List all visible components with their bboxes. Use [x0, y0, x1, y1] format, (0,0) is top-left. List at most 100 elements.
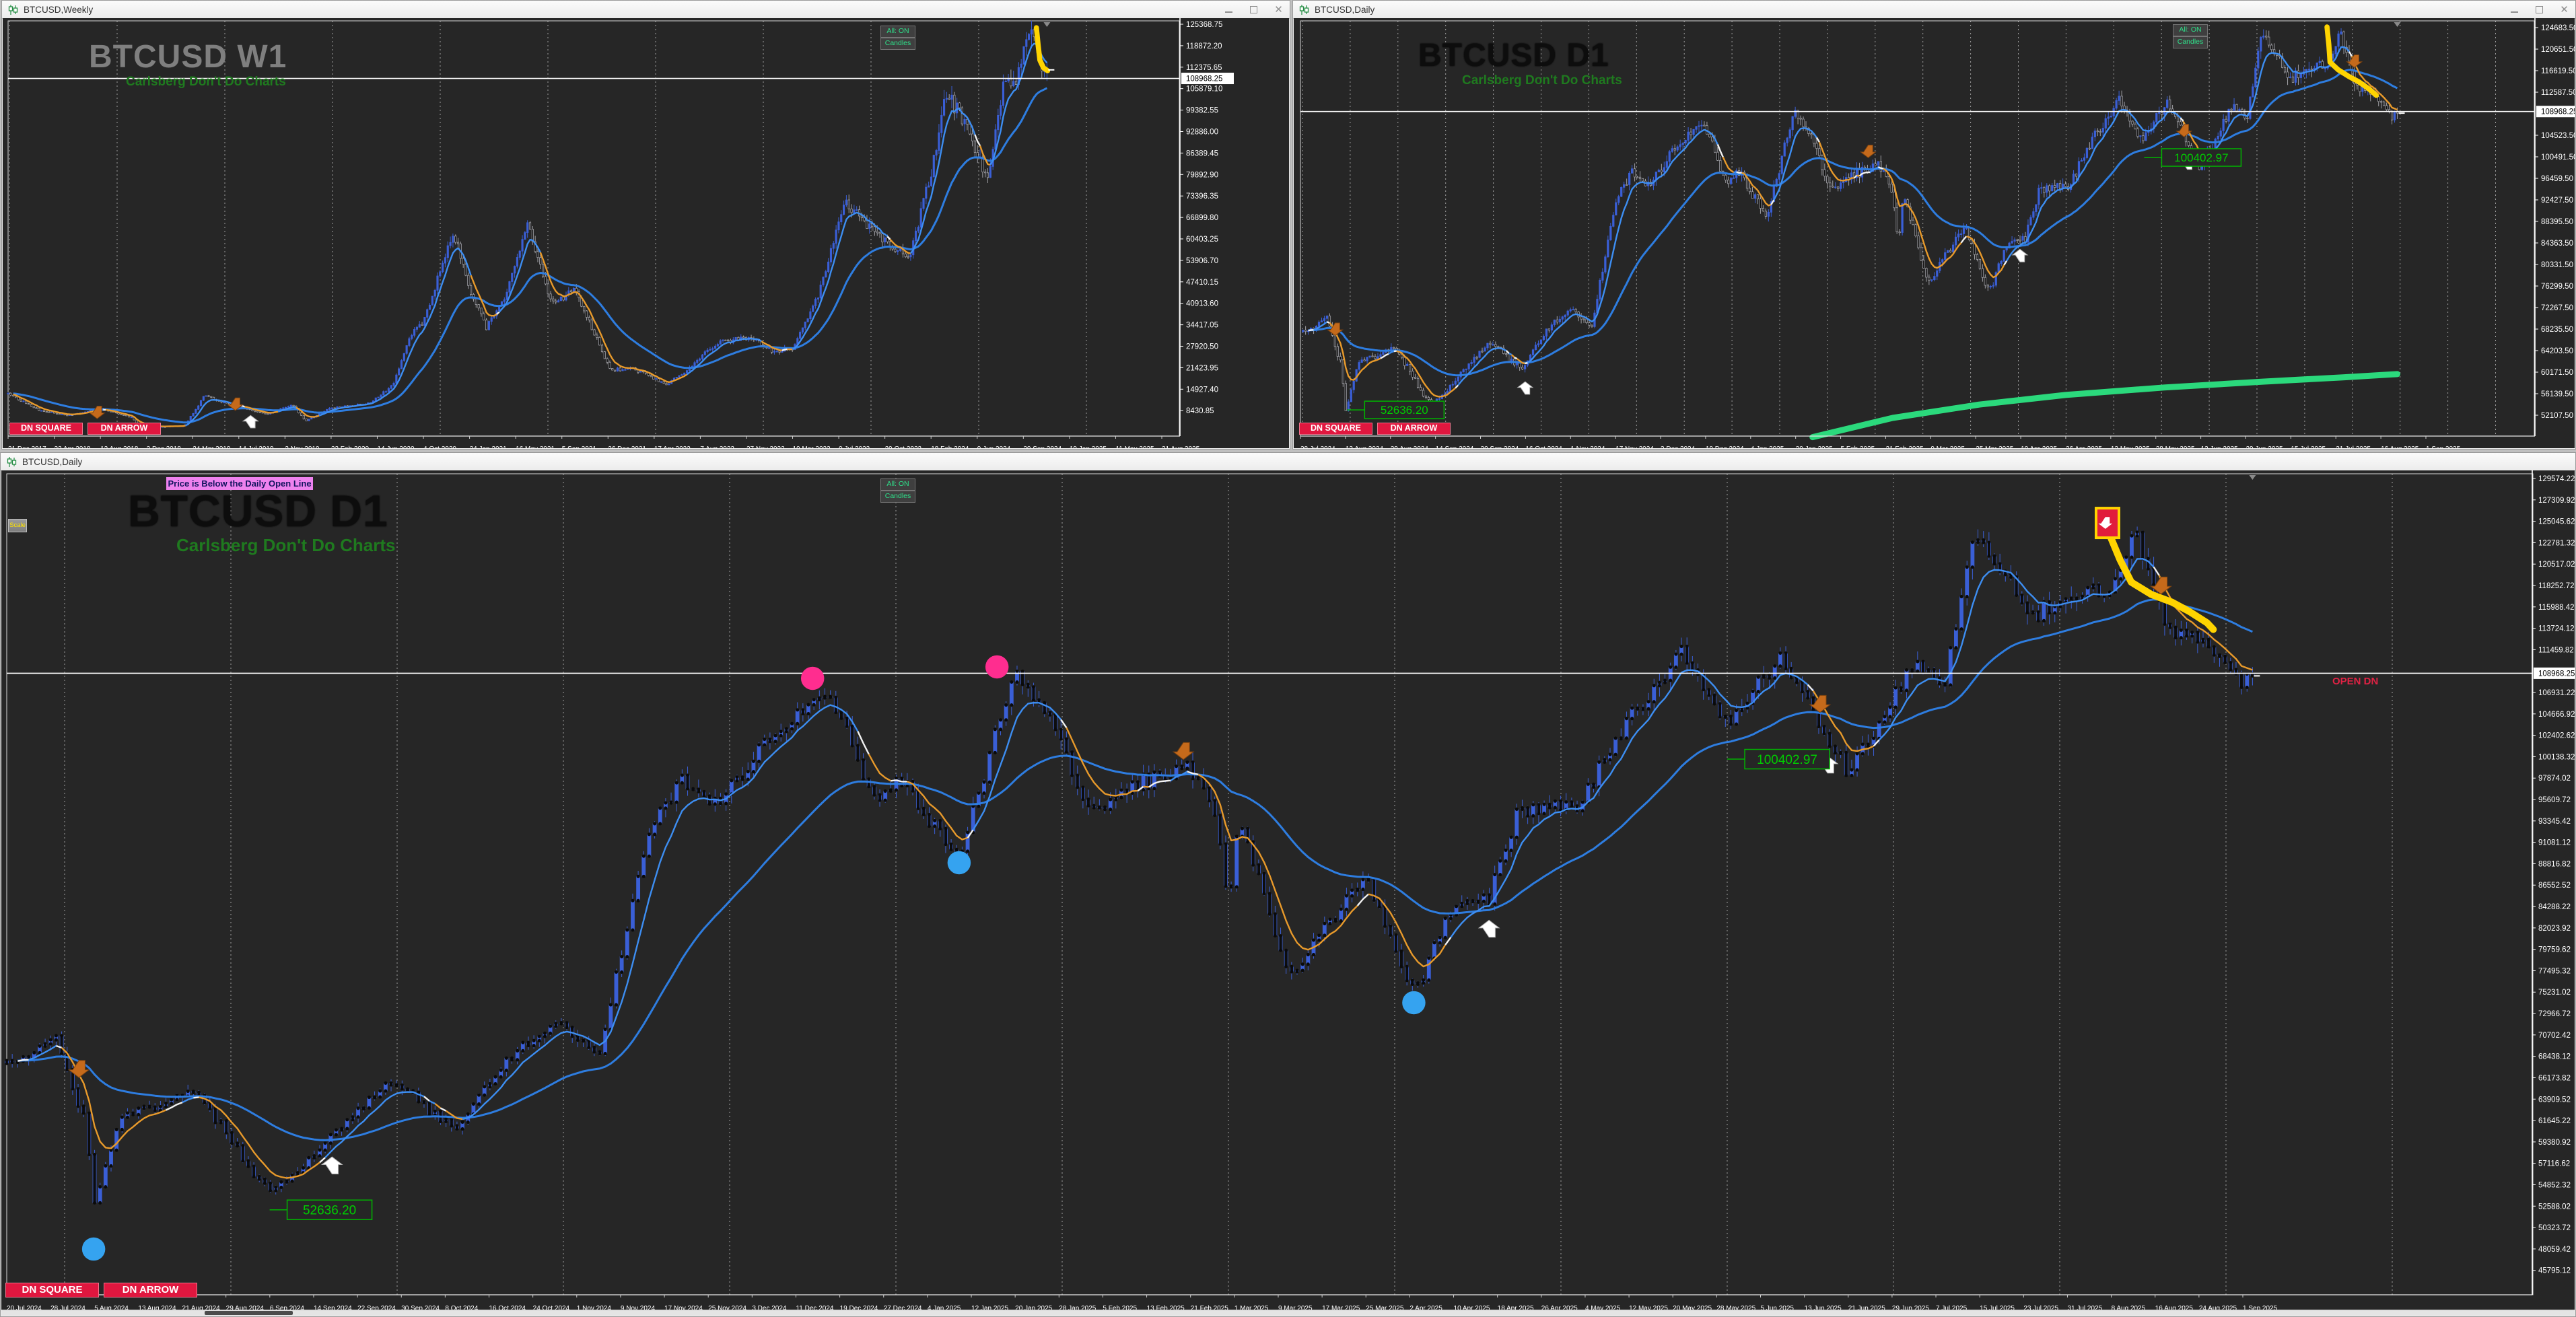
price-axis-label: 93345.42: [2538, 818, 2571, 826]
price-axis-label: 76299.50: [2541, 283, 2573, 291]
window-title: BTCUSD,Weekly: [24, 4, 94, 15]
close-icon[interactable]: ✕: [1274, 3, 1283, 15]
fast-ma-line: [889, 238, 911, 254]
chart-scrollbar[interactable]: [1, 1310, 2575, 1316]
price-axis-label: 97874.02: [2538, 775, 2571, 783]
current-price-value: 108968.25: [2538, 670, 2575, 678]
last-bar-marker-icon: [1043, 22, 1051, 27]
date-axis-label: 20 May 2025: [1673, 1305, 1712, 1312]
date-axis-label: 5 Feb 2025: [1841, 446, 1875, 448]
price-axis-label: 112375.65: [1186, 64, 1222, 72]
window-titlebar[interactable]: BTCUSD,Daily ✕: [1293, 1, 2575, 19]
price-axis-label: 40913.60: [1186, 300, 1218, 308]
date-axis-label: 19 Mar 2023: [793, 446, 831, 448]
date-axis-label: 28 May 2025: [2156, 446, 2195, 448]
minimize-icon[interactable]: [1224, 5, 1233, 14]
price-axis-label: 84363.50: [2541, 240, 2573, 248]
fast-ma-line: [1873, 739, 1880, 747]
price-axis-label: 52107.50: [2541, 412, 2573, 420]
candles-button[interactable]: Candles: [880, 491, 915, 503]
scale-button[interactable]: Scale: [8, 519, 27, 532]
price-axis-label: 95609.72: [2538, 796, 2571, 804]
current-price-value: 108968.25: [2541, 108, 2575, 116]
date-axis-label: 9 Mar 2025: [1278, 1305, 1313, 1312]
date-axis-label: 4 May 2025: [1585, 1305, 1621, 1312]
price-axis-label: 112587.50: [2541, 89, 2575, 97]
fast-ma-line: [792, 211, 889, 351]
close-icon[interactable]: ✕: [2560, 3, 2569, 15]
window-titlebar[interactable]: BTCUSD,Daily: [1, 453, 2575, 471]
minimize-icon[interactable]: [2510, 5, 2519, 14]
fast-ma-line: [498, 239, 541, 313]
price-axis-label: 129574.22: [2538, 475, 2575, 483]
price-axis-label: 99382.55: [1186, 107, 1218, 115]
fast-ma-line: [972, 702, 1062, 830]
fast-ma-line: [891, 779, 907, 783]
fast-ma-line: [470, 275, 497, 317]
price-axis-label: 120651.50: [2541, 46, 2575, 54]
date-axis-label: 25 Nov 2024: [708, 1305, 746, 1312]
date-axis-label: 5 Jun 2025: [1760, 1305, 1794, 1312]
price-axis-label: 27920.50: [1186, 343, 1218, 351]
price-axis-label: 66173.82: [2538, 1074, 2571, 1082]
date-axis-label: 18 Apr 2025: [1498, 1305, 1534, 1312]
price-axis-label: 72267.50: [2541, 304, 2573, 312]
price-axis-label: 88816.82: [2538, 860, 2571, 868]
all-on-button[interactable]: All: ON: [2173, 24, 2208, 36]
buy-arrow-icon: [2011, 248, 2029, 262]
sell-arrow-icon: [227, 397, 244, 411]
fast-ma-line: [1396, 350, 1457, 398]
fast-ma-line: [1313, 321, 1328, 331]
candlestick-icon: [8, 4, 18, 15]
fast-ma-line: [1326, 321, 1330, 324]
maximize-icon[interactable]: [2535, 5, 2544, 14]
window-titlebar[interactable]: BTCUSD,Weekly ✕: [2, 1, 1290, 19]
price-axis-label: 70702.42: [2538, 1032, 2571, 1040]
fast-ma-line: [2351, 56, 2398, 111]
candles-button[interactable]: Candles: [2173, 36, 2208, 48]
pink-signal-dot: [800, 666, 825, 690]
price-chart-canvas[interactable]: 52636.20 100402.97 129574.22 127309.92 12504…: [1, 470, 2575, 1316]
date-axis-label: 3 Dec 2024: [1661, 446, 1696, 448]
chart-scrollbar-thumb[interactable]: [205, 1311, 293, 1315]
fast-ma-line: [18, 1059, 29, 1062]
price-chart-canvas[interactable]: 125368.75 118872.20 112375.65 105879.10 9938…: [3, 18, 1289, 448]
fast-ma-line: [1510, 354, 1515, 358]
window-title: BTCUSD,Daily: [22, 456, 83, 467]
price-axis-label: 82023.92: [2538, 925, 2571, 933]
date-axis-label: 28 May 2025: [1716, 1305, 1755, 1312]
window-title: BTCUSD,Daily: [1315, 4, 1375, 15]
date-axis-label: 8 Aug 2025: [2112, 1305, 2146, 1312]
dn-arrow-button[interactable]: DN ARROW: [88, 423, 161, 435]
fast-ma-line: [1197, 773, 1358, 951]
candles-button[interactable]: Candles: [880, 38, 915, 50]
fast-ma-line: [1716, 144, 1724, 157]
price-axis-label: 48059.42: [2538, 1246, 2571, 1254]
sell-arrow-icon: [1859, 145, 1877, 158]
all-on-button[interactable]: All: ON: [880, 26, 915, 38]
price-axis-label: 68235.50: [2541, 326, 2573, 334]
date-axis-label: 21 Jun 2025: [1848, 1305, 1885, 1312]
date-axis-label: 1 Nov 2024: [1570, 446, 1605, 448]
date-axis-label: 22 Sep 2024: [357, 1305, 396, 1312]
dn-square-button[interactable]: DN SQUARE: [1299, 423, 1372, 435]
fast-ma-line: [277, 406, 297, 413]
date-axis-label: 26 Apr 2025: [1541, 1305, 1578, 1312]
price-axis-label: 59380.92: [2538, 1139, 2571, 1147]
dn-arrow-button[interactable]: DN ARROW: [1377, 423, 1451, 435]
date-axis-label: 6 Sep 2024: [270, 1305, 305, 1312]
fast-ma-line: [907, 781, 968, 841]
blue-signal-dot: [1402, 991, 1426, 1015]
price-chart-canvas[interactable]: 52636.20 100402.97 124683.50 120651.50 11661…: [1294, 18, 2575, 448]
price-axis-label: 120517.02: [2538, 561, 2575, 569]
date-axis-label: 1 Mar 2025: [1234, 1305, 1269, 1312]
dn-arrow-button[interactable]: DN ARROW: [104, 1283, 197, 1297]
dn-square-button[interactable]: DN SQUARE: [9, 423, 83, 435]
price-axis-label: 118252.72: [2538, 582, 2575, 590]
fast-ma-line: [1807, 684, 1814, 692]
price-axis-label: 86552.52: [2538, 882, 2571, 890]
fast-ma-line: [1505, 350, 1510, 354]
dn-square-button[interactable]: DN SQUARE: [5, 1283, 99, 1297]
all-on-button[interactable]: All: ON: [880, 478, 915, 491]
maximize-icon[interactable]: [1249, 5, 1258, 14]
